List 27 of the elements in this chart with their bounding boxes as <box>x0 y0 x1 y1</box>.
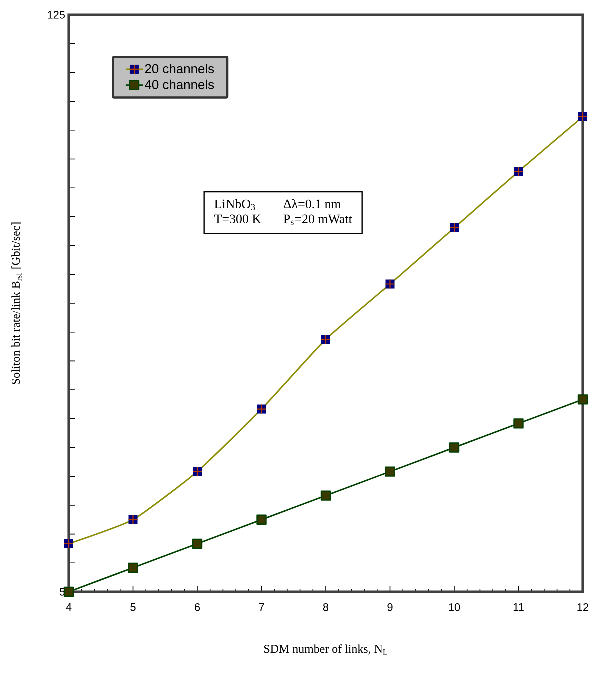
y-tick-label: 125 <box>48 11 66 19</box>
x-tick-label: 8 <box>323 604 329 612</box>
x-tick-label: 11 <box>514 604 524 612</box>
x-tick-label: 10 <box>449 604 460 612</box>
point <box>385 466 396 477</box>
annotation: T=300 K <box>214 214 262 224</box>
point <box>514 418 524 429</box>
point <box>64 586 74 598</box>
x-axis-title: SDM number of links, N$_{L}$ <box>264 644 388 655</box>
point <box>128 562 138 574</box>
annotation: P$_{s}$=20 mWatt <box>284 214 352 226</box>
x-tick-label: 5 <box>130 604 136 612</box>
legend-label: 20 channels <box>145 64 214 74</box>
point <box>192 538 203 550</box>
point <box>449 442 460 453</box>
x-tick-label: 6 <box>195 604 200 612</box>
point <box>256 514 267 525</box>
point <box>320 490 332 501</box>
x-tick-label: 9 <box>388 604 393 612</box>
annotation: Δλ=0.1 nm <box>284 199 342 209</box>
legend-label: 40 channels <box>145 80 214 90</box>
x-tick-label: 12 <box>578 604 589 612</box>
point <box>578 394 588 405</box>
y-axis-title: Soliton bit rate/link B$_{rsl}$ [Gbit/sec] <box>12 222 22 384</box>
x-tick-label: 4 <box>66 604 72 612</box>
annotation: LiNbO$_{3}$ <box>214 199 256 210</box>
x-tick-label: 7 <box>259 604 264 612</box>
